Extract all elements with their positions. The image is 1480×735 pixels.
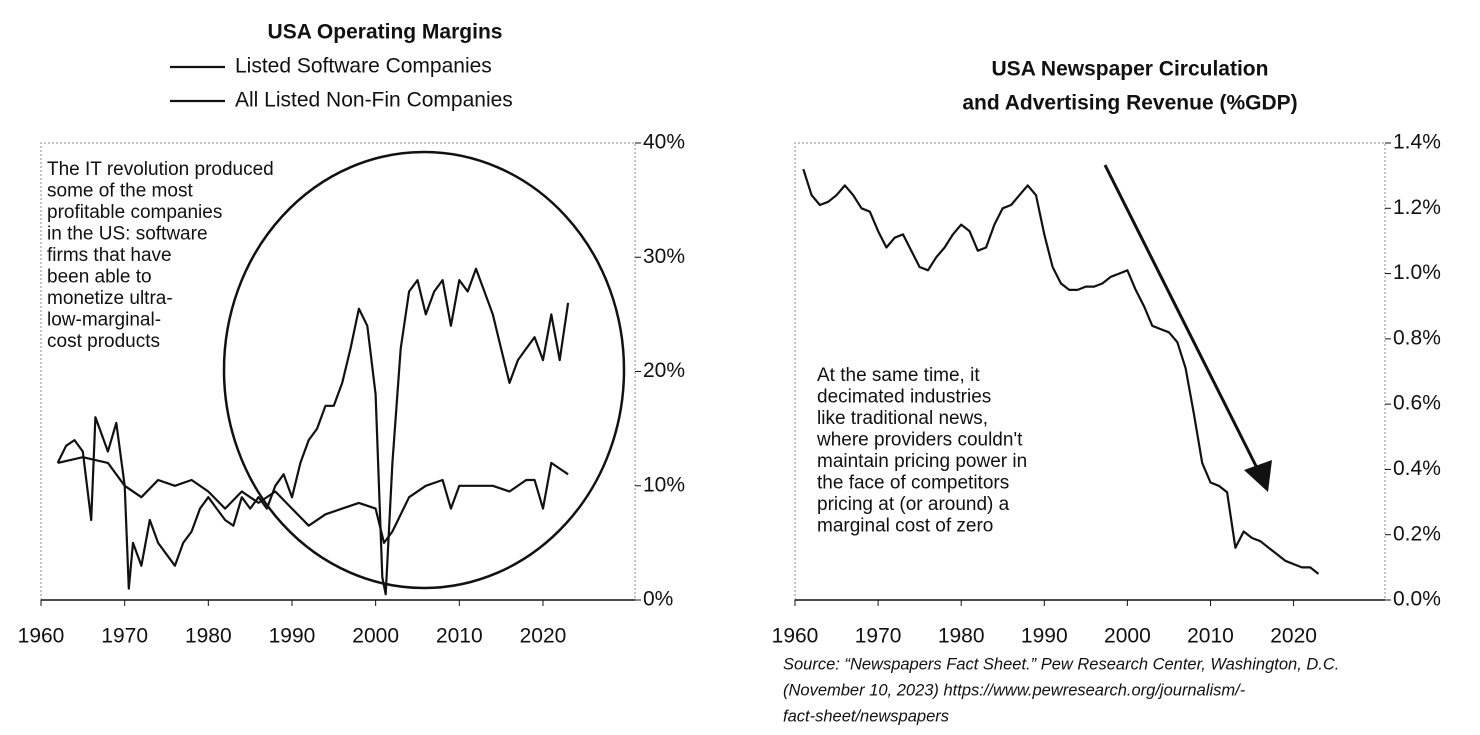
x-tick-label: 1970 bbox=[101, 625, 148, 648]
y-tick-label: 40% bbox=[643, 131, 685, 154]
annotation-text: profitable companies bbox=[47, 202, 222, 223]
source-note: (November 10, 2023) https://www.pewresea… bbox=[783, 681, 1246, 699]
annotation-text: the face of competitors bbox=[817, 473, 1009, 494]
y-tick-label: 0.4% bbox=[1393, 457, 1441, 480]
x-tick-label: 1970 bbox=[855, 625, 902, 648]
data-line bbox=[57, 456, 569, 544]
y-tick-label: 20% bbox=[643, 359, 685, 382]
plot-frame bbox=[40, 142, 636, 600]
x-tick-label: 2000 bbox=[1104, 625, 1151, 648]
y-tick-label: 1.0% bbox=[1393, 261, 1441, 284]
annotation-text: At the same time, it bbox=[817, 365, 980, 386]
x-tick-label: 2000 bbox=[352, 625, 399, 648]
chart-title: USA Newspaper Circulation bbox=[992, 58, 1269, 81]
x-tick-label: 1990 bbox=[1021, 625, 1068, 648]
x-tick-label: 2010 bbox=[436, 625, 483, 648]
annotation-text: monetize ultra- bbox=[47, 288, 173, 309]
arrow-head bbox=[1244, 460, 1272, 492]
data-line bbox=[56, 267, 570, 596]
y-tick-label: 0.2% bbox=[1393, 522, 1441, 545]
arrow-shaft bbox=[1103, 164, 1260, 471]
y-tick-label: 0.6% bbox=[1393, 392, 1441, 415]
x-tick-label: 1980 bbox=[185, 625, 232, 648]
x-tick-label: 1960 bbox=[18, 625, 65, 648]
y-tick-label: 0.0% bbox=[1393, 588, 1441, 611]
y-tick-label: 1.2% bbox=[1393, 196, 1441, 219]
y-tick-label: 1.4% bbox=[1393, 131, 1441, 154]
data-line bbox=[802, 168, 1320, 575]
chart-title: and Advertising Revenue (%GDP) bbox=[962, 92, 1297, 115]
y-tick-label: 0.8% bbox=[1393, 326, 1441, 349]
annotation-text: maintain pricing power in bbox=[817, 451, 1027, 472]
source-note: fact-sheet/newspapers bbox=[783, 707, 949, 725]
annotation-text: marginal cost of zero bbox=[817, 516, 993, 537]
x-tick-label: 1980 bbox=[938, 625, 985, 648]
x-tick-label: 2020 bbox=[520, 625, 567, 648]
annotation-text: firms that have bbox=[47, 245, 172, 266]
annotation-text: some of the most bbox=[47, 181, 193, 202]
plot-frame bbox=[794, 142, 1386, 600]
x-tick-label: 2020 bbox=[1270, 625, 1317, 648]
x-tick-label: 1990 bbox=[269, 625, 316, 648]
annotation-text: decimated industries bbox=[817, 387, 991, 408]
annotation-text: in the US: software bbox=[47, 224, 208, 245]
annotation-text: The IT revolution produced bbox=[47, 159, 274, 180]
chart-title: USA Operating Margins bbox=[268, 21, 503, 44]
x-tick-label: 1960 bbox=[772, 625, 819, 648]
highlight-ellipse bbox=[222, 150, 626, 590]
legend-label: Listed Software Companies bbox=[235, 55, 492, 78]
y-tick-label: 10% bbox=[643, 473, 685, 496]
annotation-text: been able to bbox=[47, 267, 152, 288]
x-tick-label: 2010 bbox=[1187, 625, 1234, 648]
source-note: Source: “Newspapers Fact Sheet.” Pew Res… bbox=[783, 655, 1339, 673]
legend-label: All Listed Non-Fin Companies bbox=[235, 89, 513, 112]
y-tick-label: 0% bbox=[643, 588, 673, 611]
y-tick-label: 30% bbox=[643, 245, 685, 268]
annotation-text: low-marginal- bbox=[47, 310, 161, 331]
annotation-text: like traditional news, bbox=[817, 408, 988, 429]
annotation-text: where providers couldn't bbox=[816, 430, 1023, 451]
annotation-text: cost products bbox=[47, 331, 160, 352]
annotation-text: pricing at (or around) a bbox=[817, 494, 1010, 515]
